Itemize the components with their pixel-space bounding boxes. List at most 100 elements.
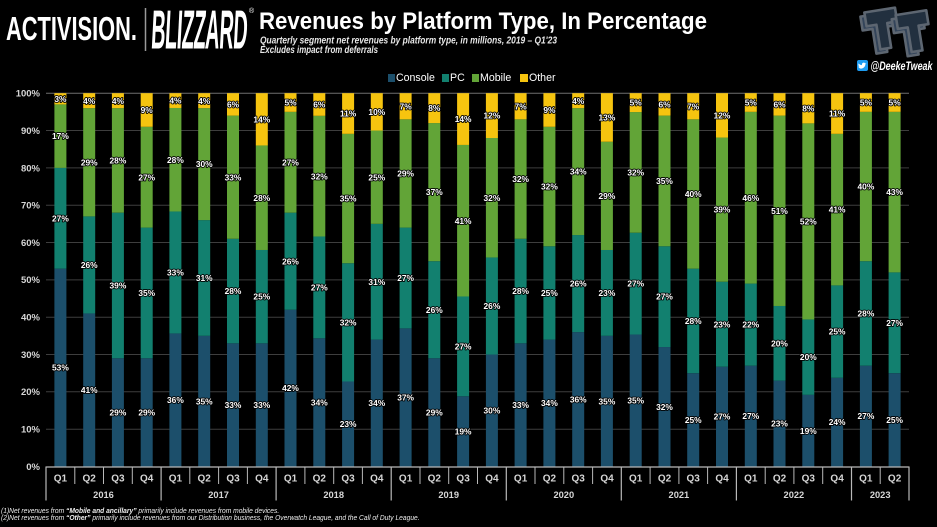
svg-text:Q4: Q4 <box>600 474 614 485</box>
svg-text:33%: 33% <box>167 268 184 278</box>
svg-text:29%: 29% <box>426 408 443 418</box>
svg-text:27%: 27% <box>627 279 644 289</box>
svg-text:20%: 20% <box>800 352 817 362</box>
svg-text:22%: 22% <box>742 320 759 330</box>
svg-text:27%: 27% <box>282 157 299 167</box>
svg-text:13%: 13% <box>599 113 616 123</box>
svg-text:Revenues by Platform Type, In: Revenues by Platform Type, In Percentage <box>259 8 707 35</box>
svg-text:12%: 12% <box>714 111 731 121</box>
svg-text:27%: 27% <box>52 213 69 223</box>
svg-text:27%: 27% <box>138 172 155 182</box>
svg-text:Q4: Q4 <box>715 474 729 485</box>
svg-text:52%: 52% <box>800 217 817 227</box>
svg-text:17%: 17% <box>52 131 69 141</box>
svg-text:6%: 6% <box>773 100 786 110</box>
svg-text:33%: 33% <box>253 400 270 410</box>
svg-text:35%: 35% <box>196 396 213 406</box>
svg-text:28%: 28% <box>858 309 875 319</box>
svg-text:29%: 29% <box>397 169 414 179</box>
svg-text:6%: 6% <box>658 100 671 110</box>
svg-text:32%: 32% <box>340 318 357 328</box>
svg-text:41%: 41% <box>81 385 98 395</box>
svg-text:34%: 34% <box>368 398 385 408</box>
svg-text:Q1: Q1 <box>284 474 298 485</box>
svg-text:Q3: Q3 <box>802 474 816 485</box>
svg-text:25%: 25% <box>829 327 846 337</box>
svg-text:23%: 23% <box>714 319 731 329</box>
svg-text:27%: 27% <box>714 412 731 422</box>
svg-text:27%: 27% <box>656 292 673 302</box>
svg-text:10%: 10% <box>21 425 41 436</box>
svg-text:20%: 20% <box>21 387 41 398</box>
svg-text:23%: 23% <box>340 419 357 429</box>
svg-text:4%: 4% <box>83 96 96 106</box>
svg-text:32%: 32% <box>311 171 328 181</box>
svg-text:39%: 39% <box>110 281 127 291</box>
svg-text:26%: 26% <box>484 301 501 311</box>
svg-text:24%: 24% <box>829 417 846 427</box>
svg-text:Q3: Q3 <box>687 474 701 485</box>
svg-text:35%: 35% <box>599 396 616 406</box>
svg-text:14%: 14% <box>253 114 270 124</box>
svg-text:Q2: Q2 <box>773 474 787 485</box>
svg-text:80%: 80% <box>21 163 41 174</box>
svg-text:25%: 25% <box>886 415 903 425</box>
svg-text:27%: 27% <box>311 283 328 293</box>
svg-text:19%: 19% <box>800 426 817 436</box>
svg-text:Excludes impact from deferrals: Excludes impact from deferrals <box>260 45 378 56</box>
svg-text:35%: 35% <box>627 396 644 406</box>
svg-text:41%: 41% <box>455 216 472 226</box>
svg-text:27%: 27% <box>886 318 903 328</box>
svg-text:46%: 46% <box>742 193 759 203</box>
svg-text:Q2: Q2 <box>198 474 212 485</box>
svg-text:41%: 41% <box>829 205 846 215</box>
svg-text:32%: 32% <box>484 193 501 203</box>
svg-text:5%: 5% <box>630 98 643 108</box>
svg-text:51%: 51% <box>771 206 788 216</box>
svg-text:Q1: Q1 <box>744 474 758 485</box>
svg-text:Q1: Q1 <box>629 474 643 485</box>
svg-text:4%: 4% <box>198 96 211 106</box>
svg-text:11%: 11% <box>829 109 846 119</box>
svg-text:Q2: Q2 <box>428 474 442 485</box>
svg-text:Q3: Q3 <box>111 474 125 485</box>
svg-text:40%: 40% <box>685 189 702 199</box>
svg-text:7%: 7% <box>687 101 700 111</box>
svg-text:2020: 2020 <box>553 490 574 500</box>
svg-text:50%: 50% <box>21 275 41 286</box>
svg-text:BLIZZARD: BLIZZARD <box>150 0 249 60</box>
svg-text:53%: 53% <box>52 363 69 373</box>
svg-text:25%: 25% <box>541 288 558 298</box>
svg-text:Q1: Q1 <box>54 474 68 485</box>
svg-text:27%: 27% <box>397 273 414 283</box>
svg-text:Q2: Q2 <box>313 474 327 485</box>
svg-text:29%: 29% <box>138 408 155 418</box>
svg-text:32%: 32% <box>656 402 673 412</box>
svg-text:100%: 100% <box>16 89 41 100</box>
svg-text:20%: 20% <box>771 338 788 348</box>
svg-text:32%: 32% <box>512 174 529 184</box>
svg-text:Quarterly segment net revenues: Quarterly segment net revenues by platfo… <box>260 36 557 47</box>
svg-text:Q3: Q3 <box>572 474 586 485</box>
svg-text:32%: 32% <box>541 182 558 192</box>
svg-text:7%: 7% <box>400 101 413 111</box>
svg-text:36%: 36% <box>570 394 587 404</box>
svg-text:31%: 31% <box>368 277 385 287</box>
svg-text:30%: 30% <box>484 406 501 416</box>
svg-text:90%: 90% <box>21 126 41 137</box>
svg-text:Q4: Q4 <box>140 474 154 485</box>
svg-text:0%: 0% <box>26 462 40 473</box>
svg-text:14%: 14% <box>455 114 472 124</box>
svg-text:3%: 3% <box>54 94 67 104</box>
svg-text:28%: 28% <box>685 316 702 326</box>
svg-text:27%: 27% <box>742 411 759 421</box>
svg-text:7%: 7% <box>515 101 528 111</box>
svg-text:31%: 31% <box>196 273 213 283</box>
svg-text:26%: 26% <box>426 305 443 315</box>
svg-text:5%: 5% <box>889 98 902 108</box>
svg-text:2016: 2016 <box>93 490 114 500</box>
svg-text:37%: 37% <box>397 393 414 403</box>
svg-text:Q1: Q1 <box>859 474 873 485</box>
svg-text:40%: 40% <box>858 182 875 192</box>
svg-text:9%: 9% <box>543 105 556 115</box>
